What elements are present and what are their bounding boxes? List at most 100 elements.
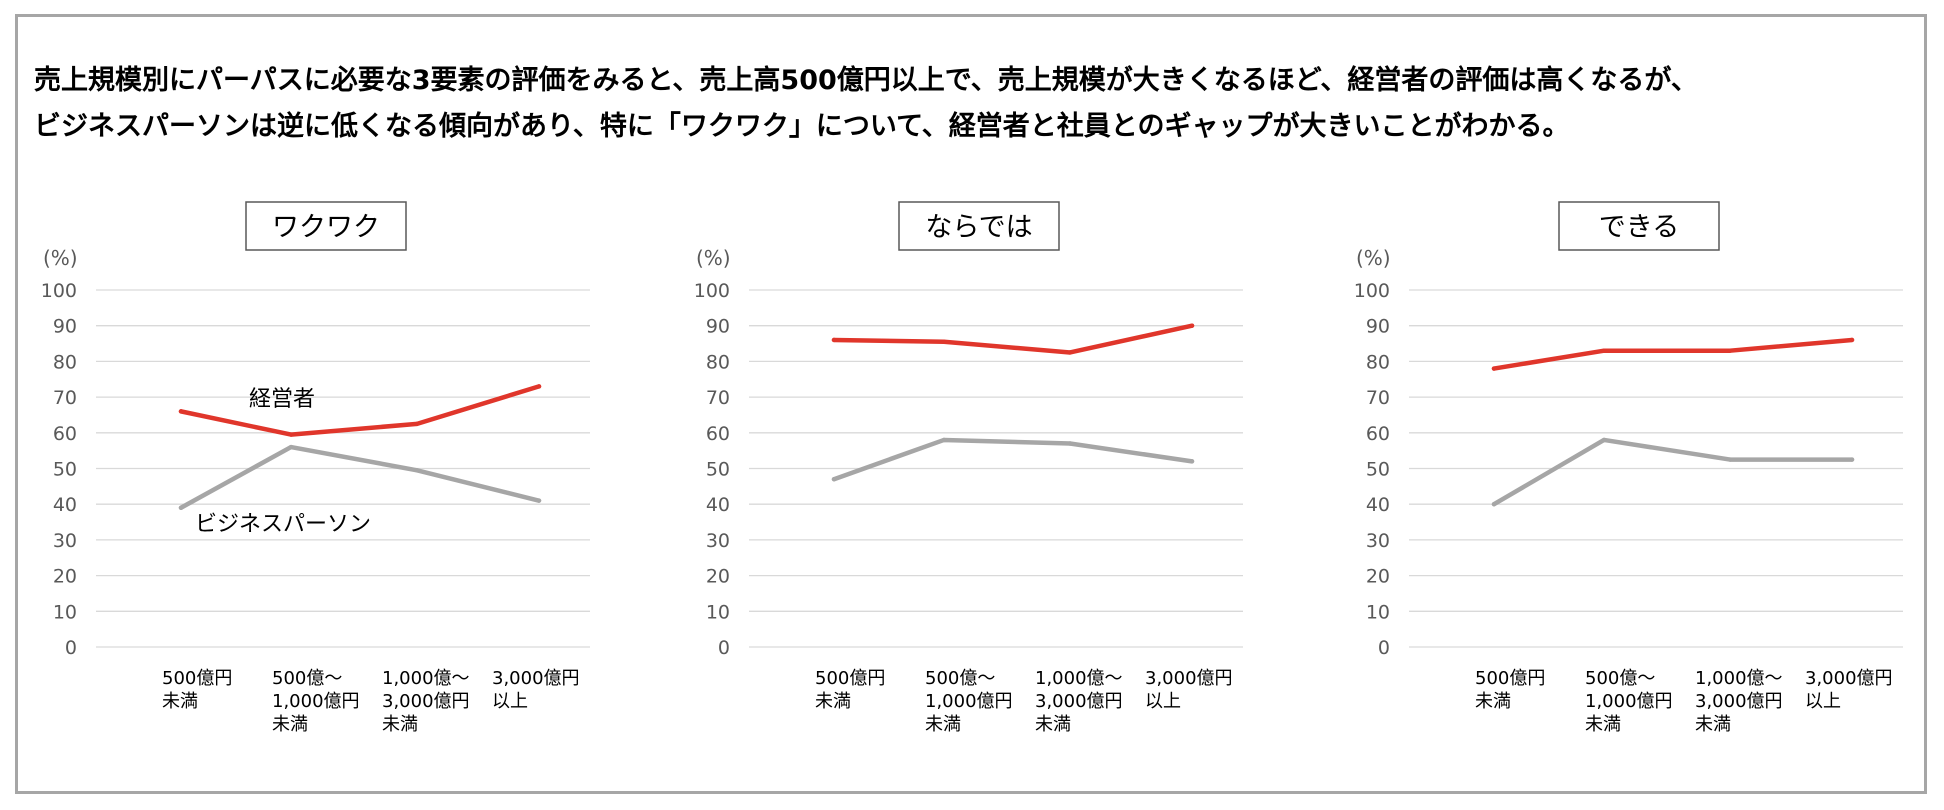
- data-point: [831, 477, 837, 482]
- series-line-business-persons: [178, 444, 542, 511]
- x-tick-label-line: 3,000億円: [1145, 668, 1233, 689]
- x-tick-label-line: 未満: [1475, 691, 1511, 712]
- y-tick-label: 100: [41, 280, 77, 302]
- chart-title: ならでは: [925, 212, 1032, 243]
- chart-wakuwaku: ワクワク(%)0102030405060708090100500億円未満500億…: [41, 201, 590, 735]
- x-tick-label-line: 3,000億円: [1035, 691, 1123, 712]
- headline-line-2: ビジネスパーソンは逆に低くなる傾向があり、特に「ワクワク」について、経営者と社員…: [34, 111, 1570, 142]
- series-line-business-persons: [831, 437, 1195, 482]
- x-tick-label: 500億円未満: [1475, 668, 1545, 712]
- y-tick-label: 10: [53, 601, 77, 623]
- data-point: [1727, 457, 1733, 462]
- data-point: [1601, 348, 1607, 353]
- x-tick-label: 3,000億円以上: [1805, 668, 1893, 712]
- x-tick-label-line: 未満: [1585, 714, 1621, 735]
- y-tick-label: 90: [1366, 316, 1390, 338]
- y-tick-label: 60: [1366, 423, 1390, 445]
- x-tick-label-line: 以上: [1805, 691, 1841, 712]
- x-tick-label-line: 未満: [815, 691, 851, 712]
- x-tick-label: 500億円未満: [162, 668, 232, 712]
- chart-dekiru: できる(%)0102030405060708090100500億円未満500億～…: [1354, 201, 1903, 735]
- data-point: [414, 421, 420, 427]
- x-tick-label-line: 以上: [492, 691, 528, 712]
- data-point: [1067, 350, 1073, 355]
- y-tick-label: 40: [1366, 494, 1390, 516]
- x-tick-label-line: 未満: [1035, 714, 1071, 735]
- x-tick-label-line: 1,000億～: [382, 668, 470, 689]
- series-label-business-persons: ビジネスパーソン: [195, 512, 371, 537]
- y-tick-label: 60: [53, 423, 77, 445]
- data-point: [288, 432, 294, 437]
- y-tick-label: 70: [1366, 387, 1390, 409]
- series-line-business-persons: [1491, 437, 1855, 507]
- x-tick-label-line: 未満: [1695, 714, 1731, 735]
- data-point: [1491, 366, 1497, 371]
- y-tick-label: 100: [694, 280, 730, 302]
- x-tick-label: 500億～ 1,000億円未満: [1585, 668, 1673, 735]
- x-tick-label: 3,000億円以上: [1145, 668, 1233, 712]
- y-tick-label: 0: [1378, 637, 1390, 659]
- y-unit-label: (%): [1356, 246, 1391, 270]
- x-tick-label-line: 500億～: [925, 668, 995, 689]
- data-point: [1189, 459, 1195, 464]
- data-point: [178, 409, 184, 414]
- series-label-executives: 経営者: [249, 387, 315, 412]
- data-point: [536, 384, 542, 389]
- x-tick-label: 1,000億～ 3,000億円未満: [382, 668, 470, 735]
- y-tick-label: 60: [706, 423, 730, 445]
- x-tick-label-line: 1,000億～: [1035, 668, 1123, 689]
- headline: 売上規模別にパーパスに必要な3要素の評価をみると、売上高500億円以上で、売上規…: [34, 58, 1914, 150]
- data-point: [1849, 337, 1855, 343]
- x-tick-label-line: 500億～: [1585, 668, 1655, 689]
- data-point: [178, 505, 184, 510]
- data-point: [941, 437, 947, 443]
- x-tick-label-line: 3,000億円: [492, 668, 580, 689]
- x-tick-label-line: 500億円: [815, 668, 885, 689]
- data-point: [831, 337, 837, 343]
- x-tick-label-line: 未満: [272, 714, 308, 735]
- y-tick-label: 10: [1366, 601, 1390, 623]
- x-tick-label-line: 3,000億円: [1805, 668, 1893, 689]
- x-tick-label-line: 以上: [1145, 691, 1181, 712]
- y-tick-label: 30: [706, 530, 730, 552]
- x-tick-label: 500億～ 1,000億円未満: [272, 668, 360, 735]
- y-tick-label: 30: [53, 530, 77, 552]
- chart-naradewa: ならでは(%)0102030405060708090100500億円未満500億…: [694, 201, 1243, 735]
- x-tick-label-line: 未満: [925, 714, 961, 735]
- x-tick-label-line: 未満: [382, 714, 418, 735]
- y-tick-label: 80: [1366, 351, 1390, 373]
- x-tick-label-line: 3,000億円: [382, 691, 470, 712]
- x-tick-label: 500億円未満: [815, 668, 885, 712]
- y-tick-label: 20: [706, 566, 730, 588]
- y-tick-label: 0: [718, 637, 730, 659]
- x-tick-label-line: 500億～: [272, 668, 342, 689]
- x-tick-label: 3,000億円以上: [492, 668, 580, 712]
- x-tick-label: 1,000億～ 3,000億円未満: [1695, 668, 1783, 735]
- data-point: [941, 339, 947, 344]
- data-point: [1491, 502, 1497, 507]
- y-tick-label: 80: [53, 351, 77, 373]
- x-tick-label-line: 500億円: [1475, 668, 1545, 689]
- data-point: [1189, 323, 1195, 328]
- data-point: [1067, 441, 1073, 446]
- series-line-executives: [1491, 337, 1855, 371]
- data-point: [1727, 348, 1733, 353]
- y-unit-label: (%): [43, 246, 78, 270]
- x-tick-label-line: 3,000億円: [1695, 691, 1783, 712]
- y-tick-label: 30: [1366, 530, 1390, 552]
- chart-title: ワクワク: [272, 212, 380, 243]
- x-tick-label-line: 1,000億円: [1585, 691, 1673, 712]
- series-line-executives: [178, 384, 542, 437]
- data-point: [288, 444, 294, 450]
- chart-title-box: [898, 201, 1060, 251]
- y-tick-label: 50: [706, 459, 730, 481]
- x-tick-label: 1,000億～ 3,000億円未満: [1035, 668, 1123, 735]
- y-tick-label: 40: [706, 494, 730, 516]
- data-point: [1849, 457, 1855, 462]
- y-tick-label: 50: [1366, 459, 1390, 481]
- y-tick-label: 20: [53, 566, 77, 588]
- chart-title: できる: [1599, 212, 1679, 243]
- data-point: [1601, 437, 1607, 443]
- chart-title-box: [1558, 201, 1720, 251]
- y-tick-label: 100: [1354, 280, 1390, 302]
